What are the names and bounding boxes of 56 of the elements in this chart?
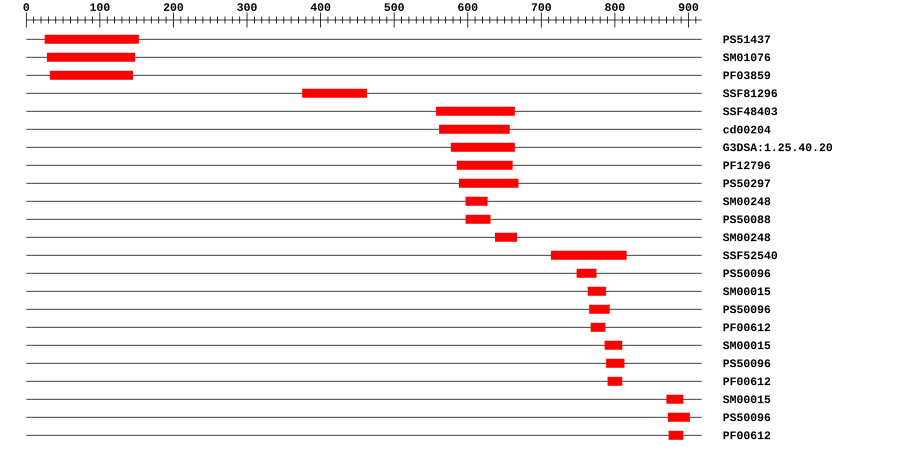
bar bbox=[466, 214, 491, 224]
bar bbox=[668, 430, 684, 440]
bar bbox=[458, 178, 519, 188]
bar bbox=[589, 304, 610, 314]
y-tick-label: PS50096 bbox=[724, 413, 770, 422]
bar bbox=[666, 394, 684, 404]
x-tick-label: 800 bbox=[605, 3, 625, 12]
y-tick-label: PS50096 bbox=[724, 305, 770, 314]
bar bbox=[590, 322, 606, 332]
y-tick-label: PF12796 bbox=[724, 161, 770, 170]
bar bbox=[456, 160, 513, 170]
bar bbox=[668, 412, 690, 422]
bar bbox=[608, 376, 622, 386]
x-tick-label: 900 bbox=[678, 3, 698, 12]
bar bbox=[466, 196, 488, 206]
x-tick-label: 400 bbox=[310, 3, 330, 12]
y-tick-label: G3DSA:1.25.40.20 bbox=[723, 143, 832, 152]
x-tick-label: 700 bbox=[532, 3, 551, 12]
y-tick-label: SM00248 bbox=[722, 233, 770, 242]
bar bbox=[302, 88, 367, 98]
bar bbox=[604, 340, 622, 350]
y-tick-label: PF03859 bbox=[724, 71, 770, 80]
y-tick-label: SM00015 bbox=[722, 341, 770, 350]
bar bbox=[494, 232, 518, 242]
y-tick-label: PF00612 bbox=[724, 431, 770, 440]
x-tick-label: 100 bbox=[90, 3, 110, 12]
y-tick-label: PS50096 bbox=[724, 359, 770, 368]
bar bbox=[44, 34, 139, 44]
y-tick-label: PS50297 bbox=[724, 179, 770, 188]
y-tick-label: cd00204 bbox=[723, 125, 771, 134]
y-tick-label: SSF52540 bbox=[722, 251, 778, 260]
x-tick-label: 600 bbox=[458, 3, 478, 12]
x-tick-label: 500 bbox=[384, 3, 404, 12]
y-tick-label: PF00612 bbox=[724, 377, 770, 386]
y-tick-label: PS51437 bbox=[724, 35, 770, 44]
bar bbox=[46, 52, 136, 62]
y-tick-label: PS50088 bbox=[724, 215, 770, 224]
y-tick-label: SSF81296 bbox=[722, 89, 778, 98]
y-tick-label: SM00015 bbox=[722, 395, 770, 404]
bar bbox=[606, 358, 624, 368]
y-tick-label: SSF48403 bbox=[722, 107, 778, 116]
y-tick-label: SM01076 bbox=[722, 53, 770, 62]
bar bbox=[439, 124, 510, 134]
bar bbox=[50, 70, 133, 80]
bar bbox=[550, 250, 627, 260]
x-tick-label: 200 bbox=[164, 3, 184, 12]
y-tick-label: PS50096 bbox=[724, 269, 770, 278]
x-tick-label: 300 bbox=[237, 3, 257, 12]
bar bbox=[436, 106, 515, 116]
bar bbox=[576, 268, 597, 278]
x-tick-label: 0 bbox=[24, 3, 30, 12]
y-tick-label: SM00248 bbox=[722, 197, 770, 206]
y-tick-label: PF00612 bbox=[724, 323, 770, 332]
bar bbox=[588, 286, 606, 296]
y-tick-label: SM00015 bbox=[722, 287, 770, 296]
bar bbox=[450, 142, 515, 152]
